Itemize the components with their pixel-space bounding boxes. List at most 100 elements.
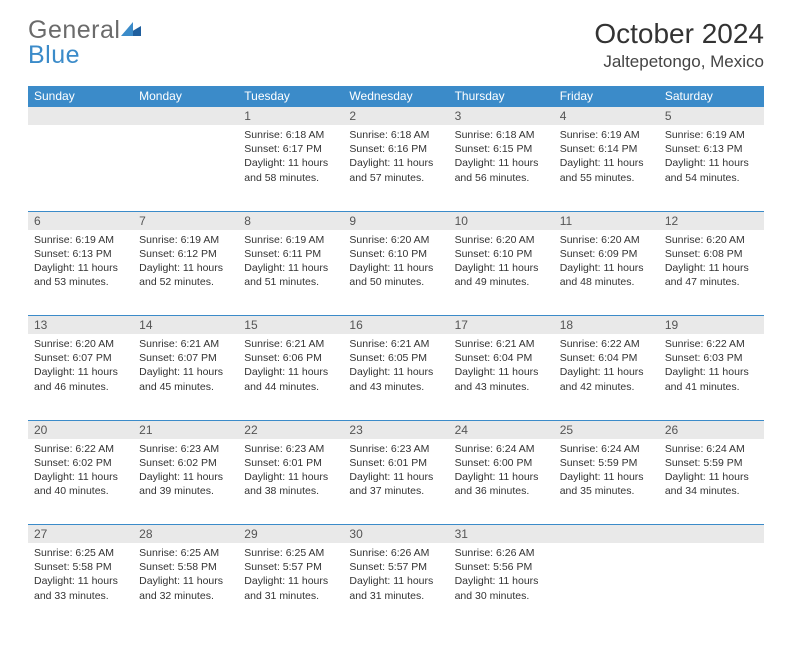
- page-header: GeneralBlue October 2024 Jaltepetongo, M…: [28, 18, 764, 72]
- sunrise-text: Sunrise: 6:20 AM: [455, 233, 548, 247]
- day-number-cell: 21: [133, 420, 238, 439]
- day-body-cell: Sunrise: 6:22 AMSunset: 6:03 PMDaylight:…: [659, 334, 764, 420]
- daylight-text: Daylight: 11 hours and 30 minutes.: [455, 574, 548, 602]
- day-body: Sunrise: 6:20 AMSunset: 6:10 PMDaylight:…: [449, 230, 554, 296]
- day-body: Sunrise: 6:20 AMSunset: 6:07 PMDaylight:…: [28, 334, 133, 400]
- daylight-text: Daylight: 11 hours and 51 minutes.: [244, 261, 337, 289]
- sunrise-text: Sunrise: 6:22 AM: [34, 442, 127, 456]
- day-body: Sunrise: 6:25 AMSunset: 5:58 PMDaylight:…: [28, 543, 133, 609]
- day-body: Sunrise: 6:21 AMSunset: 6:06 PMDaylight:…: [238, 334, 343, 400]
- day-body: Sunrise: 6:18 AMSunset: 6:16 PMDaylight:…: [343, 125, 448, 191]
- day-number: 22: [238, 421, 343, 439]
- sunset-text: Sunset: 6:09 PM: [560, 247, 653, 261]
- daylight-text: Daylight: 11 hours and 54 minutes.: [665, 156, 758, 184]
- day-number: 10: [449, 212, 554, 230]
- sunset-text: Sunset: 6:02 PM: [139, 456, 232, 470]
- day-body: Sunrise: 6:20 AMSunset: 6:08 PMDaylight:…: [659, 230, 764, 296]
- daylight-text: Daylight: 11 hours and 53 minutes.: [34, 261, 127, 289]
- day-number: 27: [28, 525, 133, 543]
- sunrise-text: Sunrise: 6:25 AM: [139, 546, 232, 560]
- day-number: 3: [449, 107, 554, 125]
- day-number-cell: 4: [554, 107, 659, 126]
- sunset-text: Sunset: 5:58 PM: [139, 560, 232, 574]
- day-number-cell: 28: [133, 525, 238, 544]
- sunrise-text: Sunrise: 6:21 AM: [139, 337, 232, 351]
- day-number-cell: 10: [449, 211, 554, 230]
- daylight-text: Daylight: 11 hours and 52 minutes.: [139, 261, 232, 289]
- weekday-header: Tuesday: [238, 86, 343, 107]
- day-number-cell: 25: [554, 420, 659, 439]
- day-body-cell: Sunrise: 6:21 AMSunset: 6:07 PMDaylight:…: [133, 334, 238, 420]
- day-number: 2: [343, 107, 448, 125]
- weekday-header: Sunday: [28, 86, 133, 107]
- weekday-header: Thursday: [449, 86, 554, 107]
- daylight-text: Daylight: 11 hours and 38 minutes.: [244, 470, 337, 498]
- sunrise-text: Sunrise: 6:20 AM: [560, 233, 653, 247]
- daylight-text: Daylight: 11 hours and 31 minutes.: [244, 574, 337, 602]
- day-number-cell: [28, 107, 133, 126]
- daylight-text: Daylight: 11 hours and 46 minutes.: [34, 365, 127, 393]
- sunset-text: Sunset: 6:00 PM: [455, 456, 548, 470]
- day-number: 29: [238, 525, 343, 543]
- daylight-text: Daylight: 11 hours and 42 minutes.: [560, 365, 653, 393]
- weekday-header: Monday: [133, 86, 238, 107]
- day-number: 16: [343, 316, 448, 334]
- sunrise-text: Sunrise: 6:23 AM: [139, 442, 232, 456]
- month-title: October 2024: [594, 18, 764, 50]
- sunrise-text: Sunrise: 6:20 AM: [665, 233, 758, 247]
- day-body-cell: Sunrise: 6:26 AMSunset: 5:56 PMDaylight:…: [449, 543, 554, 629]
- day-body: Sunrise: 6:22 AMSunset: 6:02 PMDaylight:…: [28, 439, 133, 505]
- day-body: Sunrise: 6:24 AMSunset: 6:00 PMDaylight:…: [449, 439, 554, 505]
- daylight-text: Daylight: 11 hours and 40 minutes.: [34, 470, 127, 498]
- logo-text-gray: General: [28, 18, 120, 43]
- sunrise-text: Sunrise: 6:21 AM: [349, 337, 442, 351]
- daylight-text: Daylight: 11 hours and 39 minutes.: [139, 470, 232, 498]
- day-body-cell: Sunrise: 6:22 AMSunset: 6:02 PMDaylight:…: [28, 439, 133, 525]
- day-body: Sunrise: 6:18 AMSunset: 6:15 PMDaylight:…: [449, 125, 554, 191]
- sunrise-text: Sunrise: 6:19 AM: [560, 128, 653, 142]
- day-number: 7: [133, 212, 238, 230]
- sunset-text: Sunset: 6:08 PM: [665, 247, 758, 261]
- day-number-cell: 9: [343, 211, 448, 230]
- day-body: Sunrise: 6:23 AMSunset: 6:02 PMDaylight:…: [133, 439, 238, 505]
- day-body: Sunrise: 6:23 AMSunset: 6:01 PMDaylight:…: [238, 439, 343, 505]
- daylight-text: Daylight: 11 hours and 50 minutes.: [349, 261, 442, 289]
- day-number: 24: [449, 421, 554, 439]
- day-number-cell: 3: [449, 107, 554, 126]
- calendar-head: Sunday Monday Tuesday Wednesday Thursday…: [28, 86, 764, 107]
- daynum-row: 12345: [28, 107, 764, 126]
- day-body: Sunrise: 6:20 AMSunset: 6:10 PMDaylight:…: [343, 230, 448, 296]
- sunset-text: Sunset: 6:16 PM: [349, 142, 442, 156]
- day-body-cell: Sunrise: 6:18 AMSunset: 6:17 PMDaylight:…: [238, 125, 343, 211]
- daylight-text: Daylight: 11 hours and 56 minutes.: [455, 156, 548, 184]
- sunset-text: Sunset: 6:04 PM: [560, 351, 653, 365]
- daylight-text: Daylight: 11 hours and 43 minutes.: [455, 365, 548, 393]
- day-body: Sunrise: 6:19 AMSunset: 6:13 PMDaylight:…: [659, 125, 764, 191]
- daylight-text: Daylight: 11 hours and 41 minutes.: [665, 365, 758, 393]
- daylight-text: Daylight: 11 hours and 47 minutes.: [665, 261, 758, 289]
- day-number-cell: 19: [659, 316, 764, 335]
- day-number-cell: [659, 525, 764, 544]
- day-number-cell: 11: [554, 211, 659, 230]
- daylight-text: Daylight: 11 hours and 44 minutes.: [244, 365, 337, 393]
- day-number: 6: [28, 212, 133, 230]
- daybody-row: Sunrise: 6:25 AMSunset: 5:58 PMDaylight:…: [28, 543, 764, 629]
- day-body-cell: Sunrise: 6:19 AMSunset: 6:12 PMDaylight:…: [133, 230, 238, 316]
- day-body: Sunrise: 6:22 AMSunset: 6:03 PMDaylight:…: [659, 334, 764, 400]
- sunrise-text: Sunrise: 6:25 AM: [244, 546, 337, 560]
- daylight-text: Daylight: 11 hours and 35 minutes.: [560, 470, 653, 498]
- sunrise-text: Sunrise: 6:24 AM: [560, 442, 653, 456]
- day-number-cell: 2: [343, 107, 448, 126]
- sunrise-text: Sunrise: 6:24 AM: [455, 442, 548, 456]
- sunset-text: Sunset: 6:04 PM: [455, 351, 548, 365]
- weekday-header: Wednesday: [343, 86, 448, 107]
- calendar-body: 12345Sunrise: 6:18 AMSunset: 6:17 PMDayl…: [28, 107, 764, 630]
- daylight-text: Daylight: 11 hours and 33 minutes.: [34, 574, 127, 602]
- sunset-text: Sunset: 5:57 PM: [349, 560, 442, 574]
- sunrise-text: Sunrise: 6:20 AM: [34, 337, 127, 351]
- day-body-cell: Sunrise: 6:26 AMSunset: 5:57 PMDaylight:…: [343, 543, 448, 629]
- day-body: Sunrise: 6:24 AMSunset: 5:59 PMDaylight:…: [554, 439, 659, 505]
- calendar-page: GeneralBlue October 2024 Jaltepetongo, M…: [0, 0, 792, 647]
- location: Jaltepetongo, Mexico: [594, 52, 764, 72]
- day-body-cell: Sunrise: 6:18 AMSunset: 6:16 PMDaylight:…: [343, 125, 448, 211]
